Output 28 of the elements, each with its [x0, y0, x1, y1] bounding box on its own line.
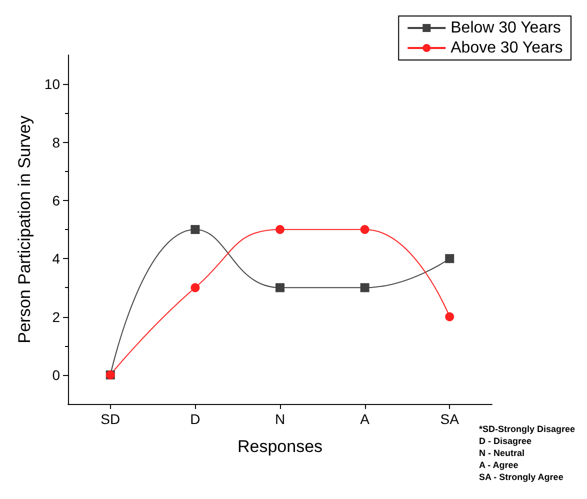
y-tick-label: 0 — [52, 366, 60, 383]
point — [360, 283, 370, 292]
point — [190, 225, 200, 234]
y-tick-label: 4 — [52, 250, 60, 267]
point — [445, 312, 454, 322]
point — [360, 225, 370, 234]
x-tick-label: D — [190, 411, 200, 427]
text: SA - Strongly Agree — [478, 472, 564, 482]
legend-label: Above 30 Years — [450, 40, 563, 56]
y-axis-title: Person Participation in Survey — [15, 115, 34, 344]
x-tick-label: N — [274, 411, 286, 427]
y-tick-label: 2 — [52, 308, 60, 325]
x-axis-title: Responses — [237, 437, 323, 456]
point — [276, 283, 284, 292]
x-tick-label: SD — [100, 411, 120, 427]
text: *SD-Strongly Disagree — [478, 424, 576, 434]
point — [276, 225, 284, 234]
text: A - Agree — [478, 460, 518, 470]
y-tick-label: 8 — [52, 134, 60, 150]
x-tick-label: SA — [440, 411, 460, 427]
point — [445, 254, 454, 264]
text: N - Neutral — [478, 448, 524, 458]
y-tick-label: 10 — [44, 76, 60, 92]
legend-label: Below 30 Years — [450, 20, 561, 36]
point — [190, 283, 200, 292]
y-tick-label: 6 — [52, 192, 60, 208]
text: D - Disagree — [478, 436, 532, 446]
x-tick-label: A — [360, 411, 370, 427]
